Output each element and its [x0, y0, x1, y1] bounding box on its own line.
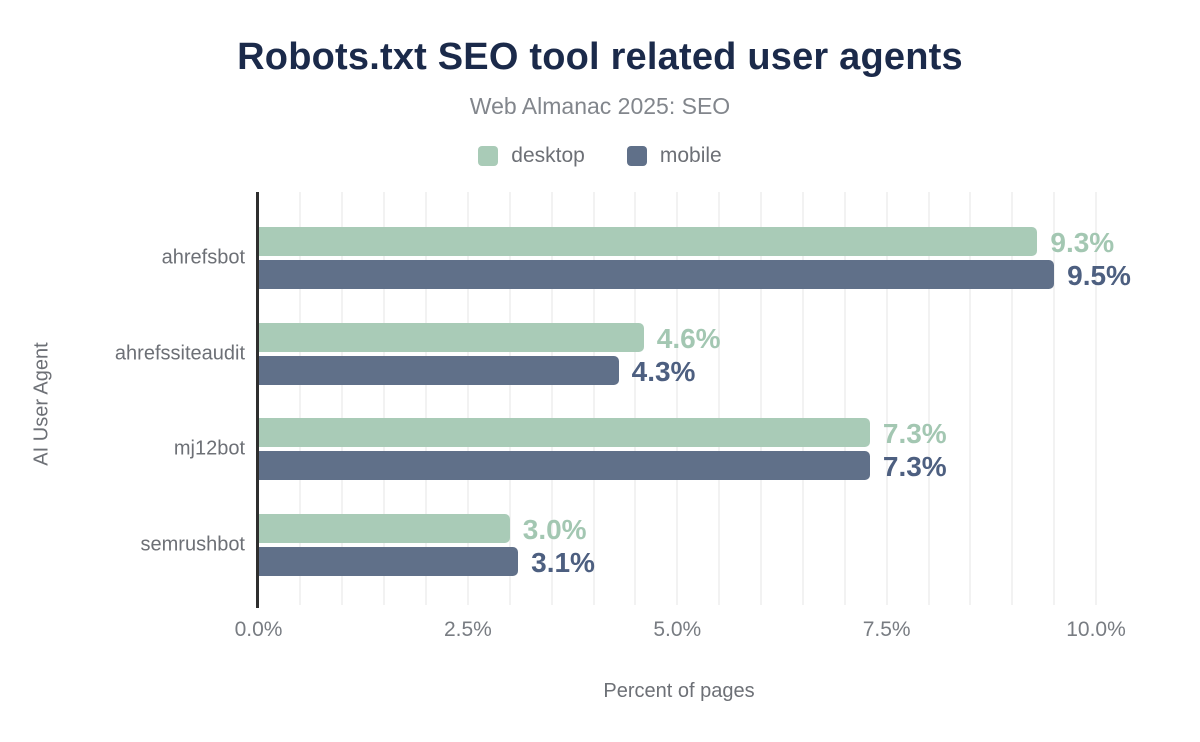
- gridline: [299, 192, 302, 605]
- bar-desktop-ahrefssiteaudit: [258, 323, 644, 352]
- category-label-semrushbot: semrushbot: [140, 533, 246, 556]
- bar-desktop-mj12bot: [258, 418, 870, 447]
- value-label-mobile-mj12bot: 7.3%: [882, 450, 947, 482]
- bar-desktop-semrushbot: [258, 514, 510, 543]
- legend-label-mobile: mobile: [659, 144, 722, 167]
- gridline: [760, 192, 762, 605]
- gridline: [634, 192, 637, 605]
- legend-swatch-icon-mobile: [626, 146, 647, 166]
- y-axis-line: [256, 192, 259, 608]
- gridline: [1011, 192, 1014, 605]
- gridline: [718, 192, 721, 605]
- x-tick-2.5%: 2.5%: [443, 618, 492, 641]
- category-label-ahrefssiteaudit: ahrefssiteaudit: [114, 342, 245, 365]
- gridline: [466, 192, 469, 605]
- category-label-mj12bot: mj12bot: [173, 437, 245, 460]
- value-label-desktop-ahrefssiteaudit: 4.6%: [656, 322, 721, 354]
- chart-subtitle: Web Almanac 2025: SEO: [469, 93, 731, 119]
- gridline: [383, 192, 386, 605]
- value-label-mobile-semrushbot: 3.1%: [531, 546, 595, 578]
- gridline: [508, 192, 511, 605]
- gridline: [801, 192, 804, 605]
- category-label-ahrefsbot: ahrefsbot: [161, 246, 245, 269]
- legend-swatch-icon-desktop: [478, 146, 499, 166]
- gridline: [843, 192, 846, 605]
- x-tick-7.5%: 7.5%: [862, 618, 911, 641]
- x-axis-title: Percent of pages: [603, 680, 755, 702]
- value-label-desktop-semrushbot: 3.0%: [522, 513, 587, 545]
- gridline: [927, 192, 930, 605]
- gridline: [676, 192, 679, 605]
- x-tick-10.0%: 10.0%: [1066, 618, 1126, 641]
- gridline: [341, 192, 344, 605]
- legend-item-mobile: mobile: [626, 144, 722, 168]
- bar-mobile-semrushbot: [258, 547, 519, 576]
- value-label-desktop-ahrefsbot: 9.3%: [1050, 226, 1115, 258]
- chart-title: Robots.txt SEO tool related user agents: [237, 36, 963, 78]
- x-tick-5.0%: 5.0%: [653, 618, 702, 641]
- gridline: [592, 192, 595, 605]
- x-tick-0.0%: 0.0%: [234, 618, 283, 641]
- gridline: [1095, 192, 1097, 605]
- value-label-desktop-mj12bot: 7.3%: [882, 417, 947, 449]
- bar-desktop-ahrefsbot: [258, 227, 1038, 256]
- bar-mobile-mj12bot: [258, 451, 870, 480]
- legend-label-desktop: desktop: [511, 144, 585, 167]
- bar-mobile-ahrefsbot: [258, 260, 1055, 289]
- gridline: [425, 192, 427, 605]
- value-label-mobile-ahrefssiteaudit: 4.3%: [631, 355, 696, 387]
- gridline: [885, 192, 888, 605]
- bar-mobile-ahrefssiteaudit: [258, 356, 619, 385]
- legend: desktop mobile: [0, 144, 1200, 168]
- value-label-mobile-ahrefsbot: 9.5%: [1067, 259, 1131, 291]
- gridline: [550, 192, 553, 605]
- gridline: [1053, 192, 1056, 605]
- gridline: [969, 192, 972, 605]
- legend-item-desktop: desktop: [478, 144, 585, 168]
